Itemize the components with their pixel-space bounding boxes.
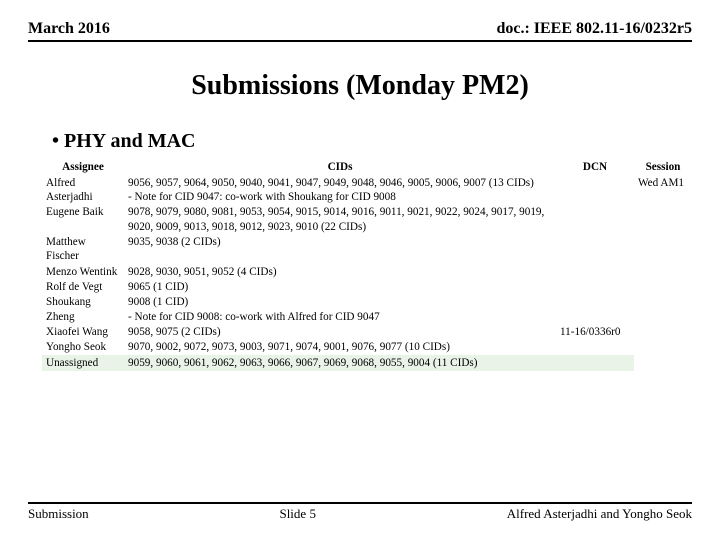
cell-dcn: 11-16/0336r0 [556, 325, 634, 340]
col-dcn: DCN [556, 159, 634, 175]
cell-cids: 9070, 9002, 9072, 9073, 9003, 9071, 9074… [124, 340, 556, 355]
cell-dcn [556, 280, 634, 295]
header-docnum: doc.: IEEE 802.11-16/0232r5 [496, 20, 692, 38]
cell-cids: 9065 (1 CID) [124, 280, 556, 295]
cell-dcn [556, 264, 634, 279]
cell-assignee: Alfred Asterjadhi [42, 175, 124, 205]
bullet-phy-mac: PHY and MAC [52, 130, 692, 153]
cell-dcn [556, 295, 634, 325]
footer-center: Slide 5 [279, 506, 315, 522]
slide: March 2016 doc.: IEEE 802.11-16/0232r5 S… [0, 0, 720, 540]
table-row: Yongho Seok9070, 9002, 9072, 9073, 9003,… [42, 340, 692, 355]
table-row: Shoukang Zheng9008 (1 CID) - Note for CI… [42, 295, 692, 325]
table-row: Eugene Baik9078, 9079, 9080, 9081, 9053,… [42, 205, 692, 235]
slide-header: March 2016 doc.: IEEE 802.11-16/0232r5 [28, 20, 692, 42]
table-row: Menzo Wentink9028, 9030, 9051, 9052 (4 C… [42, 264, 692, 279]
cell-session: Wed AM1 [634, 175, 692, 370]
assignments-table: Assignee CIDs DCN Session Alfred Asterja… [42, 159, 692, 371]
table-row: Matthew Fischer9035, 9038 (2 CIDs) [42, 235, 692, 265]
table-row: Rolf de Vegt9065 (1 CID) [42, 280, 692, 295]
col-assignee: Assignee [42, 159, 124, 175]
col-cids: CIDs [124, 159, 556, 175]
cell-assignee: Unassigned [42, 355, 124, 370]
table-header-row: Assignee CIDs DCN Session [42, 159, 692, 175]
footer-left: Submission [28, 506, 89, 522]
cell-cids: 9078, 9079, 9080, 9081, 9053, 9054, 9015… [124, 205, 556, 235]
cell-assignee: Yongho Seok [42, 340, 124, 355]
cell-assignee: Eugene Baik [42, 205, 124, 235]
table-row: Unassigned9059, 9060, 9061, 9062, 9063, … [42, 355, 692, 370]
cell-cids: 9056, 9057, 9064, 9050, 9040, 9041, 9047… [124, 175, 556, 205]
footer-right: Alfred Asterjadhi and Yongho Seok [507, 506, 692, 522]
col-session: Session [634, 159, 692, 175]
cell-dcn [556, 175, 634, 205]
cell-assignee: Rolf de Vegt [42, 280, 124, 295]
cell-cids: 9008 (1 CID) - Note for CID 9008: co-wor… [124, 295, 556, 325]
cell-assignee: Menzo Wentink [42, 264, 124, 279]
table-row: Xiaofei Wang9058, 9075 (2 CIDs)11-16/033… [42, 325, 692, 340]
slide-footer: Submission Slide 5 Alfred Asterjadhi and… [28, 502, 692, 522]
cell-dcn [556, 205, 634, 235]
cell-cids: 9035, 9038 (2 CIDs) [124, 235, 556, 265]
cell-assignee: Shoukang Zheng [42, 295, 124, 325]
cell-cids: 9059, 9060, 9061, 9062, 9063, 9066, 9067… [124, 355, 556, 370]
header-date: March 2016 [28, 20, 110, 38]
cell-cids: 9058, 9075 (2 CIDs) [124, 325, 556, 340]
cell-dcn [556, 355, 634, 370]
table-row: Alfred Asterjadhi9056, 9057, 9064, 9050,… [42, 175, 692, 205]
cell-assignee: Xiaofei Wang [42, 325, 124, 340]
cell-assignee: Matthew Fischer [42, 235, 124, 265]
cell-dcn [556, 235, 634, 265]
cell-dcn [556, 340, 634, 355]
slide-title: Submissions (Monday PM2) [28, 70, 692, 102]
cell-cids: 9028, 9030, 9051, 9052 (4 CIDs) [124, 264, 556, 279]
